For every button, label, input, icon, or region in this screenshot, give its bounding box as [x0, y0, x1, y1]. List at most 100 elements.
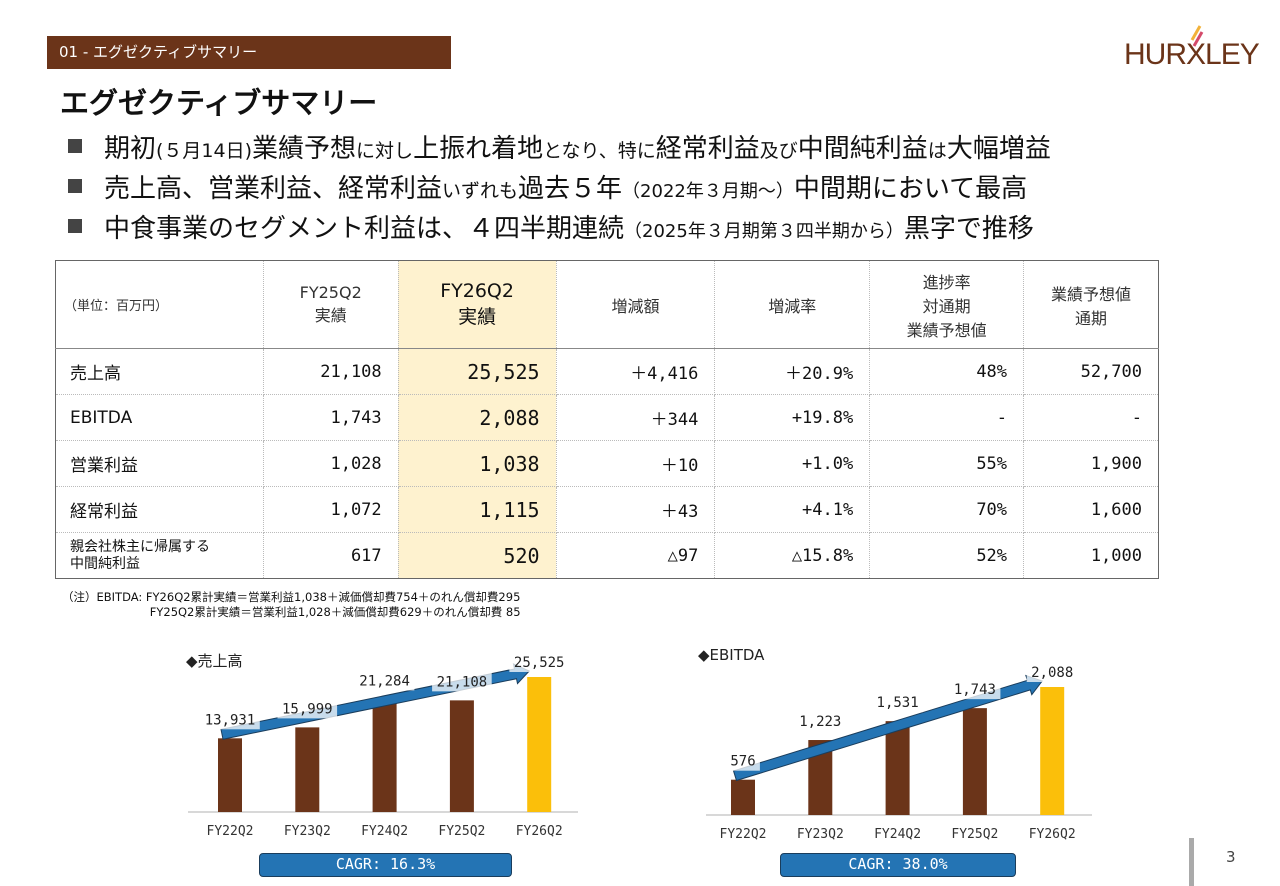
text: となり、特に: [543, 140, 656, 162]
data-label-bg: [277, 698, 338, 719]
cell: 52%: [869, 532, 1025, 579]
bar: [1040, 687, 1065, 815]
column-header: FY25Q2 実績: [263, 260, 399, 349]
cell: 21,108: [263, 348, 399, 395]
bullet-1: 期初(５月14日)業績予想に対し上振れ着地となり、特に経常利益及び中間純利益は大…: [68, 128, 1051, 165]
bullet-2: 売上高、営業利益、経常利益いずれも過去５年（2022年３月期～）中間期において最…: [68, 168, 1027, 205]
cell: 1,028: [263, 440, 399, 487]
text: 及び: [759, 140, 798, 162]
cell: 1,743: [263, 394, 399, 441]
data-label-bg: [726, 750, 760, 771]
bullet-square-icon: [68, 219, 82, 233]
text: (５月14日): [156, 140, 253, 162]
x-tick-label: FY24Q2: [874, 827, 921, 842]
x-tick-label: FY22Q2: [207, 824, 254, 839]
cell: 520: [398, 532, 557, 579]
data-label-bg: [794, 711, 846, 732]
company-logo: HURXLEY: [1122, 20, 1262, 74]
cell: 1,900: [1023, 440, 1159, 487]
cell: 1,115: [398, 486, 557, 533]
cell: 617: [263, 532, 399, 579]
text: 業績予想: [252, 134, 357, 164]
cell: ＋20.9%: [714, 348, 871, 395]
bar: [218, 738, 242, 812]
data-label-bg: [872, 692, 924, 713]
row-label: 親会社株主に帰属する 中間純利益: [55, 532, 264, 579]
text: （2022年３月期～）: [622, 181, 794, 202]
bar: [295, 727, 320, 812]
row-label: 営業利益: [55, 440, 264, 487]
cell: 48%: [869, 348, 1025, 395]
x-tick-label: FY23Q2: [797, 827, 844, 842]
cagr-badge-sales: CAGR: 16.3%: [259, 853, 512, 877]
data-label: 15,999: [282, 701, 333, 717]
bar: [962, 708, 987, 815]
cell: 1,000: [1023, 532, 1159, 579]
cell: 25,525: [398, 348, 557, 395]
chart-title-sales: ◆売上高: [186, 652, 243, 670]
page-divider: [1189, 838, 1194, 886]
data-label-bg: [432, 671, 492, 692]
column-header: 増減率: [714, 260, 871, 349]
data-label: 21,284: [359, 673, 410, 689]
column-header: 進捗率 対通期 業績予想値: [869, 260, 1025, 349]
logo-mark-icon: [1190, 25, 1204, 47]
text: に対し: [356, 140, 414, 162]
text: 黒字で推移: [903, 214, 1034, 244]
row-label: EBITDA: [55, 394, 264, 441]
cell: 1,072: [263, 486, 399, 533]
data-label-bg: [200, 709, 260, 730]
text: 期初: [104, 134, 157, 164]
column-header: 増減額: [556, 260, 716, 349]
table-row: 経常利益 1,072 1,115 ＋43 +4.1% 70% 1,600: [55, 486, 1159, 533]
bar: [885, 721, 910, 815]
text: いずれも: [442, 180, 519, 202]
column-header: （単位：百万円）: [55, 260, 264, 349]
data-label-bg: [354, 670, 415, 691]
column-header: FY26Q2 実績: [398, 260, 557, 349]
cell: △15.8%: [714, 532, 871, 579]
table-row: 売上高 21,108 25,525 ＋4,416 ＋20.9% 48% 52,700: [55, 348, 1159, 395]
cell: -: [869, 394, 1025, 441]
data-label-bg: [1026, 662, 1078, 682]
page-number: 3: [1226, 848, 1236, 866]
cell: △97: [556, 532, 716, 579]
cell: 1,038: [398, 440, 557, 487]
cell: ＋4,416: [556, 348, 716, 395]
data-label-bg: [509, 652, 569, 672]
cell: +1.0%: [714, 440, 871, 487]
table-row: 親会社株主に帰属する 中間純利益 617 520 △97 △15.8% 52% 1,000: [55, 532, 1159, 579]
x-tick-label: FY23Q2: [284, 824, 331, 839]
cell: 55%: [869, 440, 1025, 487]
table-row: EBITDA 1,743 2,088 ＋344 +19.8% - -: [55, 394, 1159, 441]
cell: ＋10: [556, 440, 716, 487]
bullet-square-icon: [68, 179, 82, 193]
cell: 52,700: [1023, 348, 1159, 395]
text: 売上高、営業利益、経常利益: [104, 174, 443, 204]
results-table: （単位：百万円） FY25Q2 実績 FY26Q2 実績 増減額 増減率 進捗率 対通期 …: [55, 260, 1159, 579]
data-label: 2,088: [1031, 665, 1073, 681]
footnote: （注）EBITDA: FY26Q2累計実績＝営業利益1,038＋減価償却費754…: [62, 590, 521, 619]
cell: 70%: [869, 486, 1025, 533]
section-label: 01 - エグゼクティブサマリー: [47, 36, 451, 69]
text: 過去５年: [518, 174, 623, 204]
row-label: 経常利益: [55, 486, 264, 533]
column-header: 業績予想値 通期: [1023, 260, 1159, 349]
data-label: 1,531: [877, 695, 919, 711]
text: 中間純利益: [797, 134, 928, 164]
cell: +19.8%: [714, 394, 871, 441]
cell: 1,600: [1023, 486, 1159, 533]
text: （2025年３月期第３四半期から）: [624, 221, 904, 242]
bar: [372, 699, 397, 812]
x-tick-label: FY25Q2: [438, 824, 485, 839]
bullet-3: 中食事業のセグメント利益は、４四半期連続（2025年３月期第３四半期から）黒字で…: [68, 208, 1034, 245]
x-tick-label: FY24Q2: [361, 824, 408, 839]
x-tick-label: FY25Q2: [951, 827, 998, 842]
text: は: [927, 140, 947, 162]
text: 経常利益: [655, 134, 760, 164]
cell: ＋344: [556, 394, 716, 441]
table-row: 営業利益 1,028 1,038 ＋10 +1.0% 55% 1,900: [55, 440, 1159, 487]
data-label: 1,223: [799, 714, 841, 730]
text: 中間期において最高: [793, 174, 1028, 204]
text: 中食事業のセグメント利益は、４四半期連続: [104, 214, 625, 244]
